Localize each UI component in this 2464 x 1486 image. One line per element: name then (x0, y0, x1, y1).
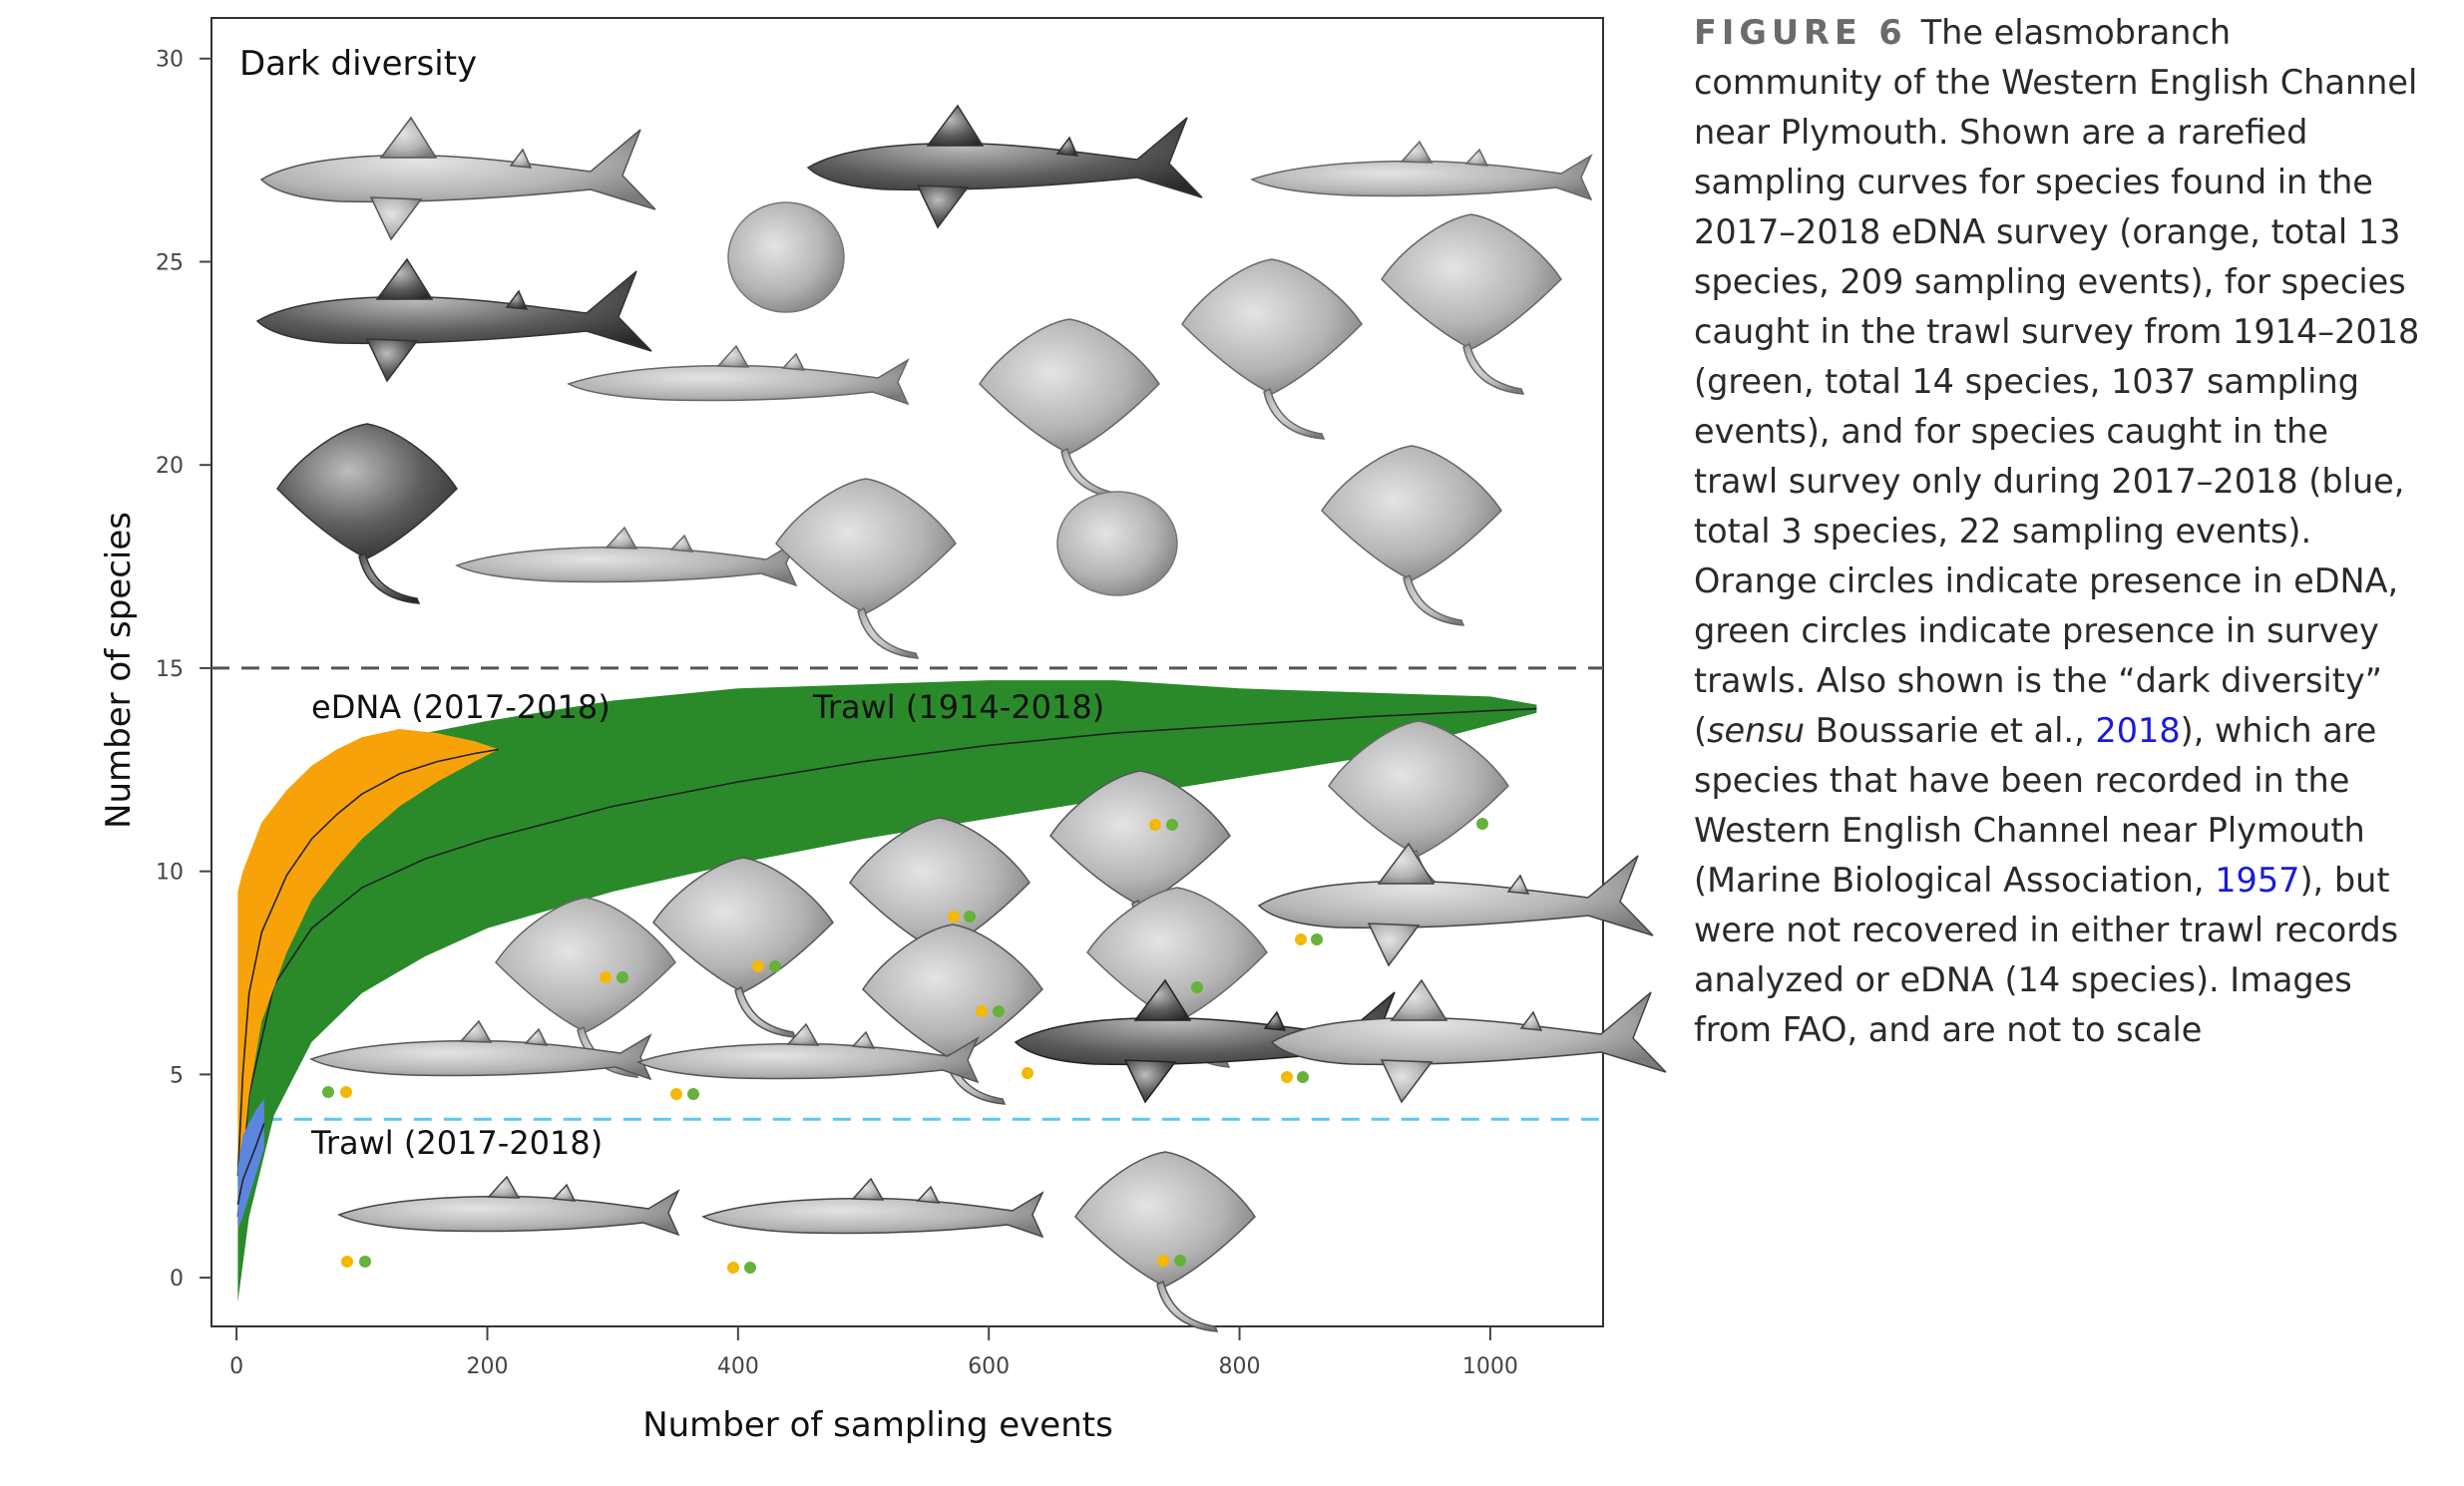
x-tick-label: 800 (1219, 1354, 1261, 1379)
survey-presence-dot (993, 1005, 1005, 1017)
survey-presence-dot (1311, 933, 1323, 945)
series-area-2 (237, 1098, 264, 1230)
y-tick-label: 30 (156, 48, 184, 73)
mba-reference-link[interactable]: 1957 (2215, 861, 2300, 900)
edna-presence-dot (340, 1086, 352, 1098)
edna-presence-dot (1022, 1067, 1033, 1079)
trawl-2017-series-label: Trawl (2017-2018) (310, 1124, 603, 1162)
x-tick-label: 600 (968, 1354, 1010, 1379)
survey-presence-dot (687, 1088, 699, 1100)
edna-presence-dot (976, 1005, 988, 1017)
edna-presence-dot (341, 1256, 353, 1268)
x-tick-label: 1000 (1462, 1354, 1518, 1379)
edna-presence-dot (948, 911, 960, 923)
caption-sensu: sensu (1707, 711, 1806, 750)
series-mean-line-1 (236, 748, 499, 1177)
survey-presence-dot (769, 960, 781, 972)
y-axis: 0 5 10 15 20 25 30 (156, 48, 211, 1292)
edna-presence-dot (727, 1262, 739, 1274)
electric-ray-icon (727, 201, 845, 313)
survey-presence-dot (1174, 1255, 1186, 1267)
chart-title: Dark diversity (239, 44, 477, 84)
y-tick-label: 5 (170, 1063, 184, 1088)
boussarie-reference-link[interactable]: 2018 (2095, 711, 2181, 750)
edna-presence-dot (1295, 933, 1307, 945)
y-tick-label: 25 (156, 250, 184, 275)
plot-area (210, 17, 1604, 1327)
series-mean-line-0 (236, 707, 1537, 1218)
y-tick-label: 20 (156, 454, 184, 479)
x-axis: 0 200 400 600 800 1000 (229, 1326, 1518, 1379)
edna-presence-dot (1281, 1071, 1293, 1083)
figure-label: FIGURE 6 (1694, 13, 1907, 52)
caption-text-4: ), but were not recovered in either traw… (1694, 861, 2399, 1049)
x-axis-label: Number of sampling events (642, 1405, 1113, 1445)
survey-presence-dot (964, 911, 976, 923)
figure-caption: FIGURE 6 The elasmobranch community of th… (1694, 8, 2422, 1055)
caption-text-2: Boussarie et al., (1805, 711, 2096, 750)
edna-presence-dot (1149, 819, 1161, 831)
x-tick-label: 200 (466, 1354, 508, 1379)
y-tick-label: 15 (156, 657, 184, 682)
survey-presence-dot (359, 1256, 371, 1268)
y-tick-label: 10 (156, 861, 184, 886)
edna-series-label: eDNA (2017-2018) (311, 688, 611, 726)
survey-presence-dot (1191, 981, 1203, 993)
torpedo-ray-icon (1056, 491, 1178, 596)
edna-presence-dot (670, 1088, 682, 1100)
series-area-1 (237, 729, 499, 1238)
survey-presence-dot (322, 1086, 334, 1098)
survey-presence-dot (1297, 1071, 1309, 1083)
edna-presence-dot (1157, 1255, 1169, 1267)
dark-diversity-illustrations (256, 105, 1592, 659)
survey-presence-dot (744, 1262, 756, 1274)
y-tick-label: 0 (170, 1267, 184, 1292)
edna-presence-dot (752, 960, 764, 972)
caption-text-1: The elasmobranch community of the Wester… (1694, 13, 2420, 750)
x-tick-label: 0 (229, 1354, 243, 1379)
survey-presence-dot (1476, 818, 1488, 830)
x-tick-label: 400 (717, 1354, 759, 1379)
trawl-1914-series-label: Trawl (1914-2018) (812, 688, 1104, 726)
survey-presence-dot (616, 971, 628, 983)
presence-markers (322, 818, 1488, 1274)
y-axis-label: Number of species (99, 512, 139, 829)
caption-text-3: ), which are species that have been reco… (1694, 711, 2377, 900)
series-area-0 (237, 680, 1537, 1302)
edna-presence-dot (600, 971, 612, 983)
series-mean-line-2 (236, 1123, 265, 1205)
chart: 0 5 10 15 20 25 30 0 200 400 600 800 1000 Dark dive… (99, 17, 1667, 1445)
survey-presence-dot (1166, 819, 1178, 831)
